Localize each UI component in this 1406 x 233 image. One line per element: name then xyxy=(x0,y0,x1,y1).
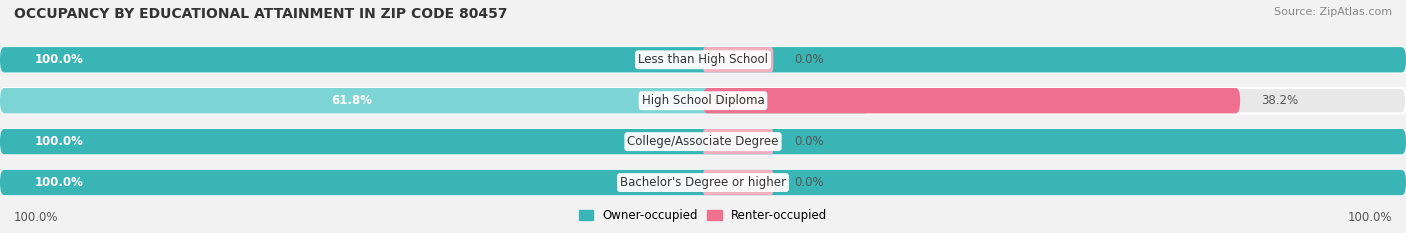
FancyBboxPatch shape xyxy=(703,47,773,72)
Text: OCCUPANCY BY EDUCATIONAL ATTAINMENT IN ZIP CODE 80457: OCCUPANCY BY EDUCATIONAL ATTAINMENT IN Z… xyxy=(14,7,508,21)
FancyBboxPatch shape xyxy=(0,47,1406,72)
FancyBboxPatch shape xyxy=(0,88,869,113)
FancyBboxPatch shape xyxy=(703,88,1240,113)
Text: High School Diploma: High School Diploma xyxy=(641,94,765,107)
Text: 100.0%: 100.0% xyxy=(35,176,84,189)
FancyBboxPatch shape xyxy=(703,170,773,195)
Text: Bachelor's Degree or higher: Bachelor's Degree or higher xyxy=(620,176,786,189)
FancyBboxPatch shape xyxy=(0,88,1406,113)
FancyBboxPatch shape xyxy=(0,47,1406,72)
Text: 0.0%: 0.0% xyxy=(794,135,824,148)
FancyBboxPatch shape xyxy=(703,129,773,154)
FancyBboxPatch shape xyxy=(0,129,1406,154)
FancyBboxPatch shape xyxy=(0,129,1406,154)
Text: 0.0%: 0.0% xyxy=(794,176,824,189)
Text: 38.2%: 38.2% xyxy=(1261,94,1298,107)
Text: 100.0%: 100.0% xyxy=(35,135,84,148)
Text: 61.8%: 61.8% xyxy=(330,94,373,107)
Text: Less than High School: Less than High School xyxy=(638,53,768,66)
Legend: Owner-occupied, Renter-occupied: Owner-occupied, Renter-occupied xyxy=(574,205,832,227)
FancyBboxPatch shape xyxy=(0,170,1406,195)
Text: 0.0%: 0.0% xyxy=(794,53,824,66)
FancyBboxPatch shape xyxy=(0,170,1406,195)
Text: College/Associate Degree: College/Associate Degree xyxy=(627,135,779,148)
Text: 100.0%: 100.0% xyxy=(1347,211,1392,224)
Text: Source: ZipAtlas.com: Source: ZipAtlas.com xyxy=(1274,7,1392,17)
Text: 100.0%: 100.0% xyxy=(35,53,84,66)
Text: 100.0%: 100.0% xyxy=(14,211,59,224)
